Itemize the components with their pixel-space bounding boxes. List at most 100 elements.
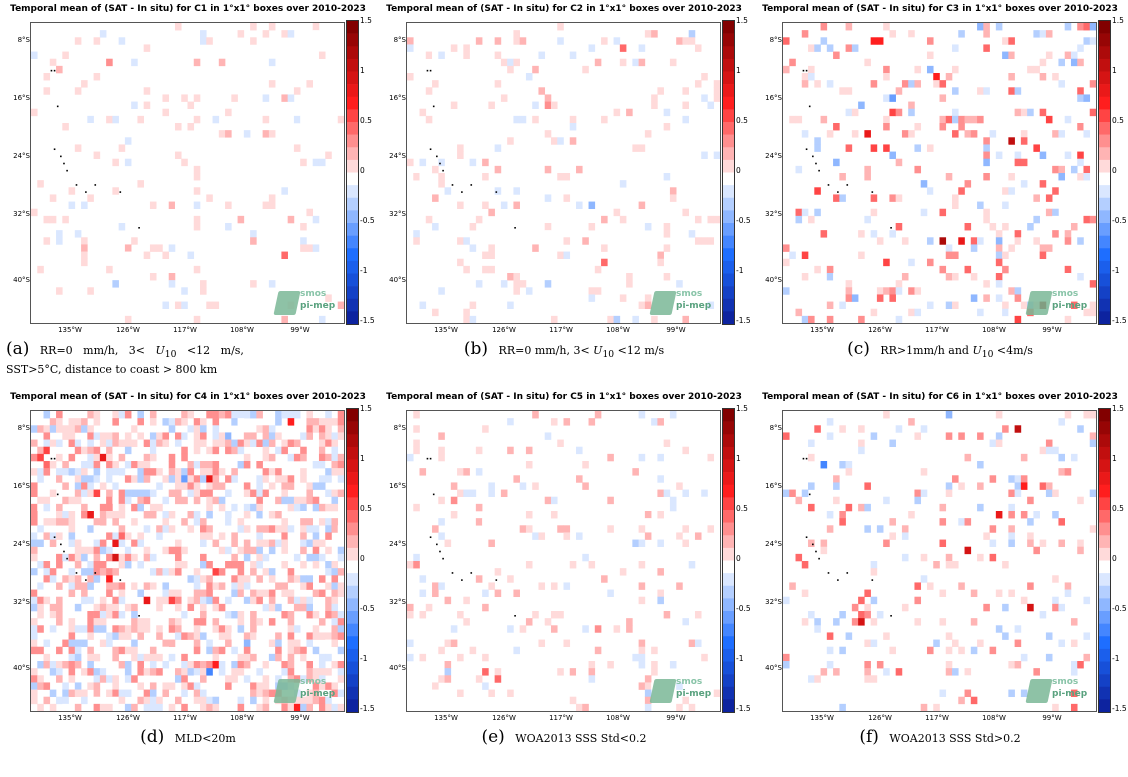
- grid-cell: [162, 439, 170, 448]
- grid-cell: [212, 646, 220, 655]
- grid-cell: [663, 123, 671, 131]
- grid-cell: [149, 668, 157, 676]
- grid-cell: [212, 446, 220, 455]
- colorbar-band: [347, 122, 358, 135]
- grid-cell: [281, 439, 288, 448]
- grid-cell: [1058, 603, 1065, 612]
- grid-cell: [74, 425, 82, 433]
- grid-cell: [137, 461, 144, 469]
- grid-cell: [56, 237, 63, 245]
- grid-cell: [952, 87, 959, 95]
- grid-cell: [118, 482, 126, 490]
- grid-cell: [43, 575, 51, 583]
- grid-cell: [281, 525, 288, 533]
- grid-cell: [795, 115, 803, 124]
- grid-cell: [1083, 37, 1091, 45]
- grid-cell: [1045, 489, 1053, 498]
- grid-cell: [131, 653, 138, 662]
- grid-cell: [306, 668, 313, 676]
- grid-cell: [1002, 251, 1009, 260]
- grid-cell: [237, 625, 245, 633]
- grid-cell: [669, 194, 677, 202]
- grid-cell: [124, 489, 132, 498]
- grid-cell: [814, 144, 821, 152]
- grid-cell: [331, 596, 339, 605]
- grid-cell: [1077, 158, 1084, 167]
- colorbar-band: [1099, 21, 1110, 34]
- grid-cell: [275, 639, 282, 648]
- grid-cell: [174, 468, 182, 476]
- grid-cell: [312, 589, 320, 598]
- grid-cell: [306, 432, 313, 440]
- grid-cell: [563, 582, 571, 590]
- grid-cell: [87, 23, 94, 31]
- grid-cell: [156, 546, 163, 555]
- grid-cell: [563, 518, 571, 526]
- grid-cell: [1058, 80, 1065, 88]
- logo-text-top: smos: [1052, 289, 1079, 299]
- grid-cell: [494, 51, 502, 60]
- grid-cell: [870, 568, 878, 576]
- grid-cell: [644, 30, 652, 38]
- grid-cell: [200, 532, 207, 540]
- grid-cell: [851, 603, 859, 612]
- grid-cell: [939, 58, 947, 67]
- grid-cell: [49, 532, 57, 540]
- grid-cell: [174, 482, 182, 490]
- grid-cell: [312, 611, 320, 619]
- grid-cell: [74, 482, 82, 490]
- grid-cell: [212, 468, 220, 476]
- colorbar-band: [1099, 273, 1110, 287]
- grid-cell: [676, 37, 683, 45]
- grid-cell: [607, 453, 614, 462]
- grid-cell: [268, 575, 276, 583]
- grid-cell: [137, 661, 144, 669]
- grid-cell: [1002, 301, 1009, 310]
- grid-cell: [908, 511, 915, 519]
- grid-cell: [250, 201, 257, 210]
- grid-cell: [218, 482, 226, 490]
- grid-cell: [983, 151, 990, 160]
- colorbar-tick: -0.5: [736, 216, 751, 225]
- grid-cell: [218, 468, 226, 476]
- grid-cell: [81, 589, 88, 598]
- grid-cell: [106, 461, 113, 469]
- grid-cell: [826, 432, 834, 440]
- colorbar: [1098, 20, 1111, 325]
- grid-cell: [1052, 230, 1059, 238]
- grid-cell: [331, 603, 339, 612]
- grid-cell: [293, 115, 301, 124]
- grid-cell: [977, 461, 984, 469]
- grid-cell: [507, 625, 514, 633]
- grid-cell: [945, 482, 953, 490]
- grid-cell: [870, 80, 878, 88]
- grid-cell: [212, 496, 220, 505]
- grid-cell: [419, 108, 427, 117]
- grid-cell: [519, 115, 527, 124]
- grid-cell: [218, 532, 226, 540]
- grid-cell: [544, 223, 552, 231]
- grid-cell: [858, 251, 865, 260]
- grid-cell: [112, 539, 119, 548]
- colorbar-band: [347, 71, 358, 85]
- grid-cell: [839, 461, 846, 469]
- grid-cell: [1008, 87, 1015, 95]
- grid-cell: [463, 51, 470, 60]
- colorbar-band: [1099, 210, 1110, 224]
- grid-cell: [1083, 632, 1091, 640]
- grid-cell: [337, 568, 344, 576]
- grid-cell: [337, 668, 344, 676]
- grid-cell: [137, 696, 144, 705]
- island-dot: [461, 191, 463, 193]
- grid-cell: [995, 23, 1003, 31]
- longitude-label: 117°W: [173, 326, 197, 334]
- grid-cell: [494, 568, 502, 576]
- grid-cell: [43, 411, 51, 419]
- island-dot: [56, 105, 59, 108]
- grid-cell: [908, 80, 915, 88]
- grid-cell: [287, 568, 295, 576]
- grid-cell: [845, 468, 853, 476]
- grid-cell: [601, 37, 608, 45]
- grid-cell: [250, 230, 257, 238]
- grid-cell: [864, 611, 871, 619]
